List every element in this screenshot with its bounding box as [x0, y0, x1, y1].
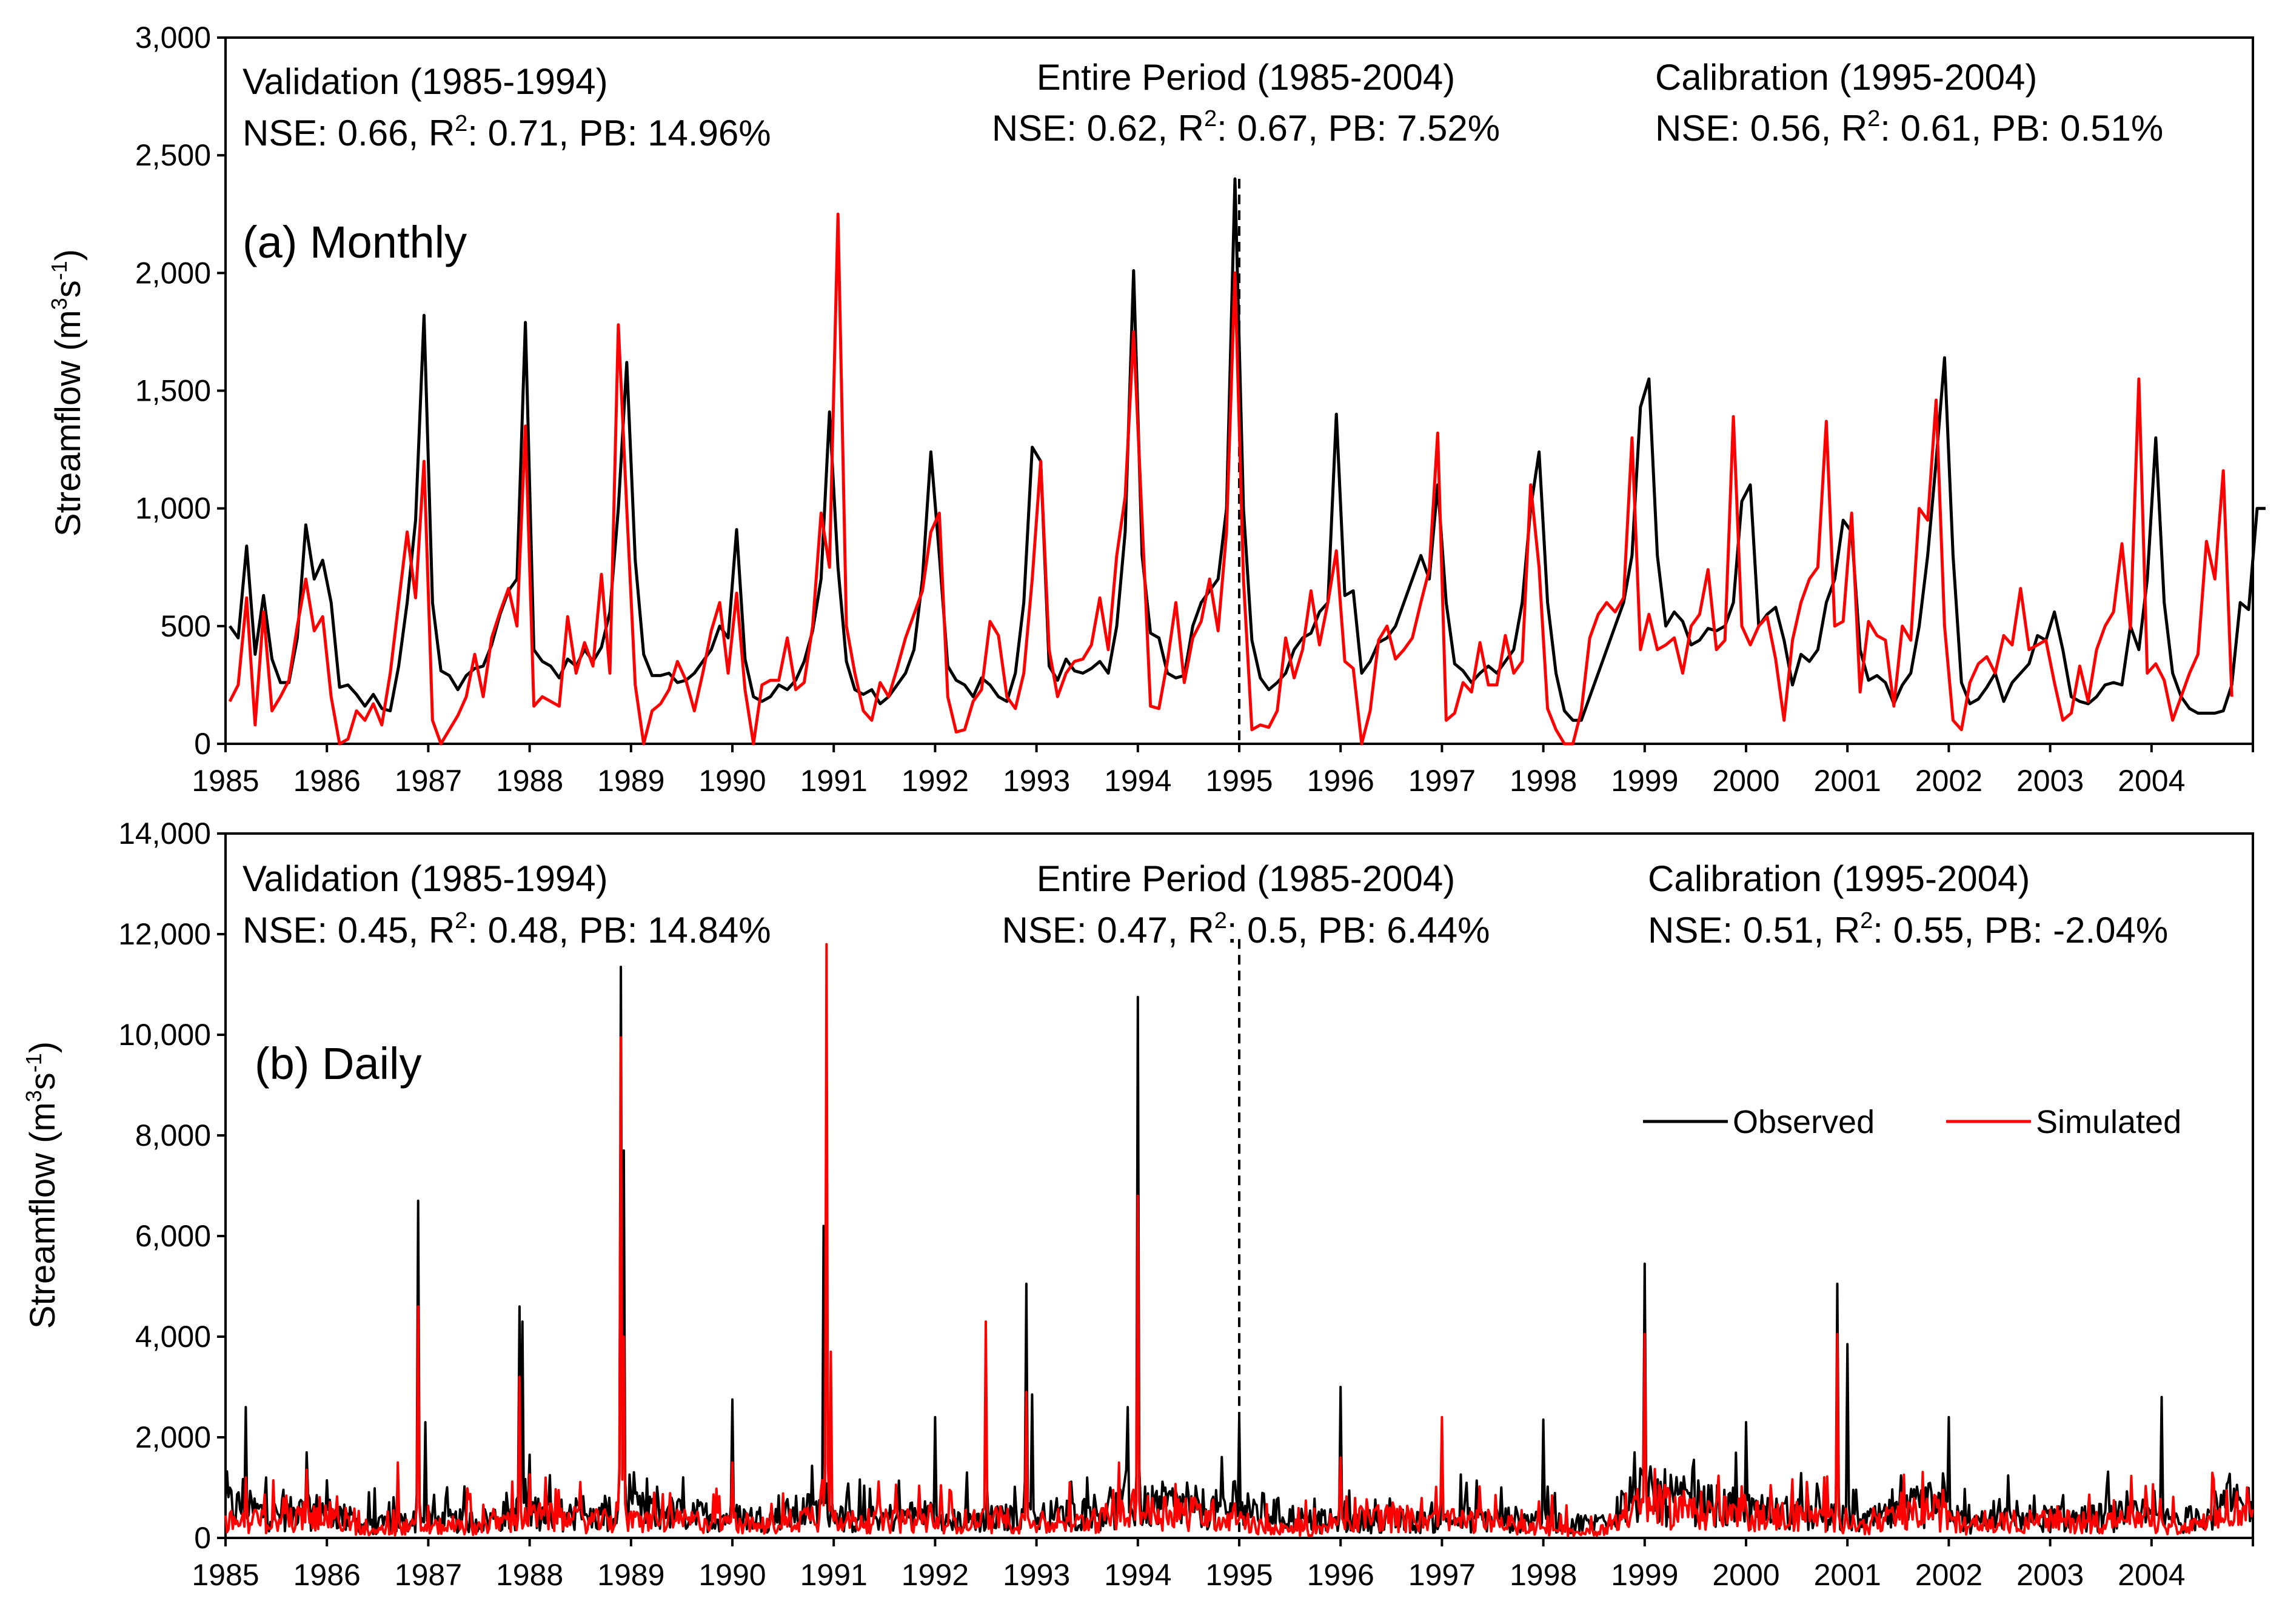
monthly-validation-metrics: NSE: 0.66, R2: 0.71, PB: 14.96%	[243, 111, 771, 153]
daily-y-tick-label: 10,000	[118, 1018, 211, 1052]
monthly-x-tick-label: 1990	[698, 764, 766, 798]
monthly-x-tick-label: 1986	[293, 764, 361, 798]
daily-entire-metrics: NSE: 0.47, R2: 0.5, PB: 6.44%	[1002, 908, 1490, 951]
daily-y-tick-label: 4,000	[135, 1320, 211, 1354]
monthly-x-tick-label: 2004	[2118, 764, 2185, 798]
daily-y-axis: 0 2,000 4,000 6,000 8,000 10,000 12,000 14,000	[118, 817, 226, 1555]
monthly-y-tick-label: 2,500	[135, 138, 211, 172]
daily-x-tick-label: 1990	[698, 1558, 766, 1592]
daily-annotation-validation: Validation (1985-1994) NSE: 0.45, R2: 0.…	[243, 858, 771, 951]
monthly-calibration-title: Calibration (1995-2004)	[1655, 57, 2037, 98]
monthly-x-tick-label: 1999	[1611, 764, 1678, 798]
daily-x-tick-label: 1987	[395, 1558, 462, 1592]
monthly-simulated-line	[228, 212, 2233, 746]
monthly-panel-label: (a) Monthly	[243, 217, 467, 267]
monthly-x-tick-label: 1996	[1307, 764, 1374, 798]
monthly-annotation-entire: Entire Period (1985-2004) NSE: 0.62, R2:…	[992, 57, 1500, 149]
monthly-x-tick-label: 1988	[496, 764, 563, 798]
daily-y-axis-title: Streamflow (m3s-1)	[21, 1041, 62, 1329]
daily-y-tick-label: 8,000	[135, 1118, 211, 1152]
daily-validation-title: Validation (1985-1994)	[243, 858, 608, 899]
monthly-x-tick-label: 1997	[1408, 764, 1476, 798]
daily-x-tick-label: 1988	[496, 1558, 563, 1592]
daily-x-tick-label: 1995	[1205, 1558, 1273, 1592]
monthly-y-tick-label: 1,000	[135, 492, 211, 526]
daily-x-tick-label: 2002	[1915, 1558, 1983, 1592]
daily-x-tick-label: 1998	[1510, 1558, 1577, 1592]
monthly-y-tick-label: 1,500	[135, 374, 211, 408]
daily-y-tick-label: 12,000	[118, 917, 211, 951]
monthly-entire-title: Entire Period (1985-2004)	[1037, 57, 1455, 98]
daily-annotation-calibration: Calibration (1995-2004) NSE: 0.51, R2: 0…	[1648, 858, 2168, 951]
daily-x-tick-label: 1985	[192, 1558, 259, 1592]
monthly-calibration-metrics: NSE: 0.56, R2: 0.61, PB: 0.51%	[1655, 106, 2163, 149]
monthly-x-tick-label: 1985	[192, 764, 259, 798]
daily-panel-label: (b) Daily	[255, 1038, 421, 1089]
monthly-x-tick-label: 2001	[1814, 764, 1881, 798]
monthly-x-tick-label: 1987	[395, 764, 462, 798]
daily-y-tick-label: 0	[194, 1521, 211, 1555]
daily-y-tick-label: 2,000	[135, 1420, 211, 1454]
monthly-x-tick-label: 1993	[1003, 764, 1070, 798]
legend-observed-label: Observed	[1733, 1104, 1875, 1140]
daily-entire-title: Entire Period (1985-2004)	[1037, 858, 1455, 899]
legend-simulated-label: Simulated	[2036, 1104, 2181, 1140]
monthly-annotation-validation: Validation (1985-1994) NSE: 0.66, R2: 0.…	[243, 61, 771, 153]
daily-x-axis: 1985 1986 1987 1988 1989 1990 1991 1992 1993 1994…	[192, 1538, 2254, 1592]
daily-calibration-metrics: NSE: 0.51, R2: 0.55, PB: -2.04%	[1648, 908, 2168, 951]
monthly-x-tick-label: 2000	[1712, 764, 1779, 798]
daily-x-tick-label: 1994	[1104, 1558, 1171, 1592]
monthly-x-axis: 1985 1986 1987 1988 1989 1990 1991 1992 1993 1994…	[192, 744, 2254, 798]
chart-legend: Observed Simulated	[1643, 1104, 2181, 1140]
daily-x-tick-label: 1986	[293, 1558, 361, 1592]
daily-x-tick-label: 1991	[800, 1558, 868, 1592]
monthly-validation-title: Validation (1985-1994)	[243, 61, 608, 102]
daily-x-tick-label: 1997	[1408, 1558, 1476, 1592]
daily-x-tick-label: 2001	[1814, 1558, 1881, 1592]
monthly-annotation-calibration: Calibration (1995-2004) NSE: 0.56, R2: 0…	[1655, 57, 2163, 149]
monthly-x-tick-label: 1992	[902, 764, 969, 798]
daily-x-tick-label: 1999	[1611, 1558, 1678, 1592]
monthly-y-axis-title: Streamflow (m3s-1)	[47, 249, 88, 536]
daily-y-tick-label: 14,000	[118, 817, 211, 850]
daily-x-tick-label: 1996	[1307, 1558, 1374, 1592]
daily-x-tick-label: 1989	[597, 1558, 664, 1592]
daily-y-tick-label: 6,000	[135, 1219, 211, 1253]
monthly-x-tick-label: 1995	[1205, 764, 1273, 798]
daily-calibration-title: Calibration (1995-2004)	[1648, 858, 2030, 899]
daily-annotation-entire: Entire Period (1985-2004) NSE: 0.47, R2:…	[1002, 858, 1490, 951]
monthly-x-tick-label: 2003	[2016, 764, 2084, 798]
monthly-y-tick-label: 3,000	[135, 21, 211, 55]
monthly-y-tick-label: 500	[161, 609, 211, 643]
daily-x-tick-label: 2000	[1712, 1558, 1779, 1592]
daily-simulated-line	[224, 943, 2254, 1538]
monthly-y-axis: 0 500 1,000 1,500 2,000 2,500 3,000	[135, 21, 226, 761]
monthly-x-tick-label: 1998	[1510, 764, 1577, 798]
monthly-x-tick-label: 1994	[1104, 764, 1171, 798]
monthly-x-tick-label: 1991	[800, 764, 868, 798]
panel-daily: 02,0004,0006,0008,00010,00012,00014,000 …	[21, 817, 2254, 1592]
monthly-y-tick-label: 0	[194, 727, 211, 761]
daily-x-tick-label: 1993	[1003, 1558, 1070, 1592]
daily-x-tick-label: 2004	[2118, 1558, 2185, 1592]
monthly-entire-metrics: NSE: 0.62, R2: 0.67, PB: 7.52%	[992, 106, 1500, 149]
monthly-x-tick-label: 2002	[1915, 764, 1983, 798]
monthly-y-tick-label: 2,000	[135, 256, 211, 290]
daily-x-tick-label: 1992	[902, 1558, 969, 1592]
daily-x-tick-label: 2003	[2016, 1558, 2084, 1592]
monthly-x-tick-label: 1989	[597, 764, 664, 798]
monthly-observed-line	[228, 177, 2266, 722]
daily-validation-metrics: NSE: 0.45, R2: 0.48, PB: 14.84%	[243, 908, 771, 951]
